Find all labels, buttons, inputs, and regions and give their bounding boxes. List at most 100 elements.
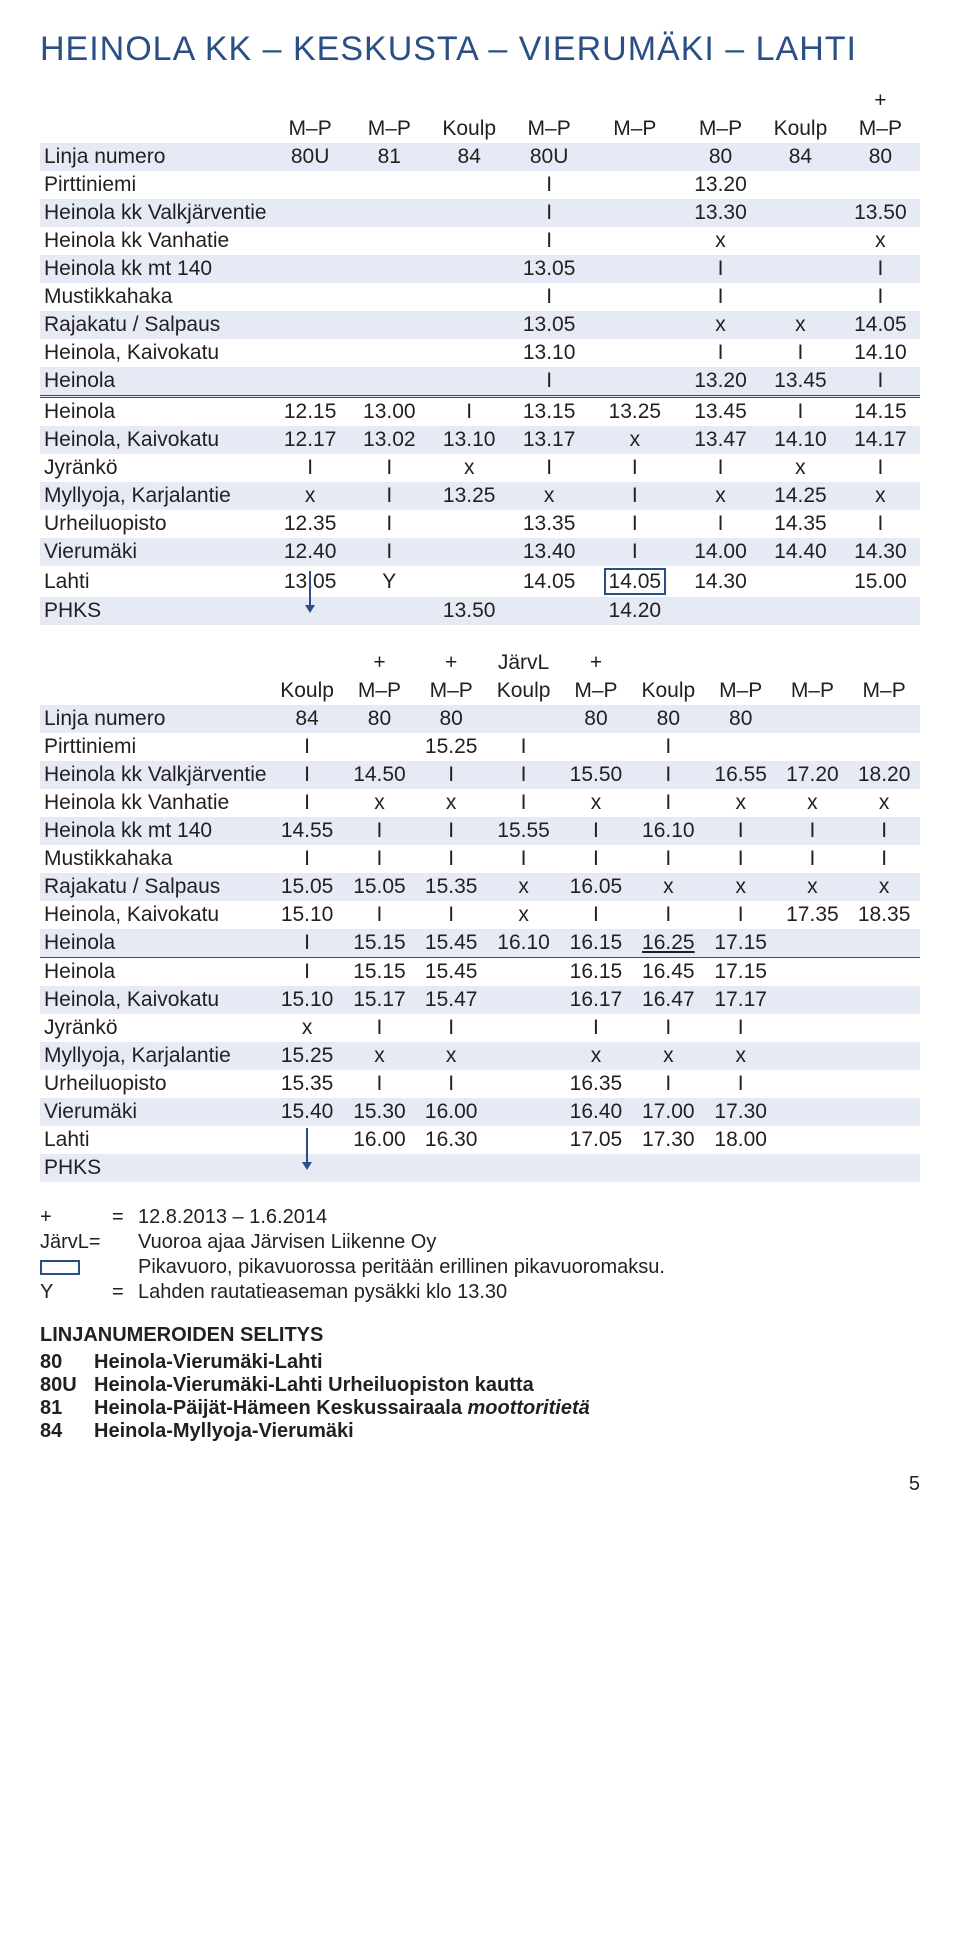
time-cell: 16.45 xyxy=(632,958,705,987)
time-cell: 12.35 xyxy=(271,510,350,538)
time-cell xyxy=(350,311,429,339)
time-cell: I xyxy=(271,845,344,873)
col-marker xyxy=(681,87,760,115)
col-type: M–P xyxy=(589,115,681,143)
time-cell xyxy=(777,986,849,1014)
stop-label: Heinola, Kaivokatu xyxy=(40,986,271,1014)
time-cell xyxy=(487,1014,560,1042)
time-cell: I xyxy=(510,199,589,227)
time-cell: x xyxy=(681,227,760,255)
time-cell xyxy=(848,986,920,1014)
col-type: M–P xyxy=(841,115,920,143)
time-cell: 15.15 xyxy=(344,958,416,987)
stop-label: Heinola kk Vanhatie xyxy=(40,227,271,255)
time-cell xyxy=(429,199,510,227)
time-cell: 13.35 xyxy=(510,510,589,538)
time-cell: I xyxy=(681,339,760,367)
time-cell: I xyxy=(510,454,589,482)
page-number: 5 xyxy=(40,1473,920,1496)
time-cell: 15.10 xyxy=(271,986,344,1014)
legend-symbol: JärvL= xyxy=(40,1231,104,1254)
time-cell: 13.10 xyxy=(510,339,589,367)
defs-heading: LINJANUMEROIDEN SELITYS xyxy=(40,1324,920,1347)
time-cell: 17.30 xyxy=(705,1098,777,1126)
stop-label: Rajakatu / Salpaus xyxy=(40,873,271,901)
time-cell: I xyxy=(487,845,560,873)
time-cell: x xyxy=(589,426,681,454)
time-cell xyxy=(760,255,841,283)
time-cell: 18.35 xyxy=(848,901,920,929)
time-cell xyxy=(350,339,429,367)
time-cell: 15.15 xyxy=(344,929,416,958)
line-number: 80U xyxy=(271,143,350,171)
time-cell: I xyxy=(632,789,705,817)
time-cell: I xyxy=(589,538,681,566)
time-cell: 16.35 xyxy=(560,1070,632,1098)
col-type: M–P xyxy=(510,115,589,143)
col-marker: + xyxy=(560,649,632,677)
time-cell: I xyxy=(344,817,416,845)
time-cell xyxy=(560,733,632,761)
col-type: M–P xyxy=(271,115,350,143)
time-cell xyxy=(589,199,681,227)
time-cell xyxy=(429,510,510,538)
time-cell: x xyxy=(760,454,841,482)
time-cell xyxy=(777,958,849,987)
stop-label: Pirttiniemi xyxy=(40,733,271,761)
def-text: Heinola-Myllyoja-Vierumäki xyxy=(94,1420,354,1443)
time-cell: x xyxy=(632,1042,705,1070)
time-cell: x xyxy=(271,1014,344,1042)
stop-label: Heinola, Kaivokatu xyxy=(40,339,271,367)
time-cell xyxy=(848,929,920,958)
time-cell xyxy=(271,199,350,227)
definition-row: 81Heinola-Päijät-Hämeen Keskussairaala m… xyxy=(40,1397,920,1420)
time-cell: I xyxy=(705,1014,777,1042)
time-cell: 15.45 xyxy=(415,929,487,958)
definition-row: 80Heinola-Vierumäki-Lahti xyxy=(40,1351,920,1374)
time-cell: I xyxy=(271,789,344,817)
time-cell xyxy=(271,255,350,283)
definition-row: 84Heinola-Myllyoja-Vierumäki xyxy=(40,1420,920,1443)
time-cell: I xyxy=(760,339,841,367)
time-cell: x xyxy=(271,482,350,510)
definition-row: 80UHeinola-Vierumäki-Lahti Urheiluopisto… xyxy=(40,1374,920,1397)
col-marker xyxy=(848,649,920,677)
stop-label: Mustikkahaka xyxy=(40,845,271,873)
time-cell: x xyxy=(487,873,560,901)
stop-label: Heinola xyxy=(40,367,271,397)
time-cell: 14.30 xyxy=(681,566,760,597)
time-cell: I xyxy=(632,845,705,873)
col-marker xyxy=(705,649,777,677)
time-cell: x xyxy=(344,1042,416,1070)
def-number: 80 xyxy=(40,1351,86,1374)
time-cell: x xyxy=(560,1042,632,1070)
line-number: 80 xyxy=(681,143,760,171)
time-cell: x xyxy=(560,789,632,817)
line-number: 80 xyxy=(705,705,777,733)
line-number: 84 xyxy=(271,705,344,733)
stop-label: Myllyoja, Karjalantie xyxy=(40,482,271,510)
time-cell xyxy=(429,538,510,566)
time-cell xyxy=(271,339,350,367)
time-cell xyxy=(271,597,350,625)
stop-label: Myllyoja, Karjalantie xyxy=(40,1042,271,1070)
time-cell: I xyxy=(344,901,416,929)
time-cell: I xyxy=(632,1070,705,1098)
time-cell: 17.30 xyxy=(632,1126,705,1154)
legend-row: +=12.8.2013 – 1.6.2014 xyxy=(40,1206,920,1229)
time-cell: I xyxy=(632,733,705,761)
time-cell: 16.10 xyxy=(632,817,705,845)
time-cell: 12.40 xyxy=(271,538,350,566)
time-cell: 17.17 xyxy=(705,986,777,1014)
time-cell: I xyxy=(681,283,760,311)
time-cell xyxy=(589,339,681,367)
col-marker xyxy=(350,87,429,115)
time-cell: 14.10 xyxy=(760,426,841,454)
time-cell xyxy=(487,1042,560,1070)
stop-label: Heinola kk mt 140 xyxy=(40,817,271,845)
time-cell: I xyxy=(841,283,920,311)
time-cell: x xyxy=(841,482,920,510)
time-cell: x xyxy=(487,901,560,929)
time-cell: 14.25 xyxy=(760,482,841,510)
time-cell: I xyxy=(350,454,429,482)
